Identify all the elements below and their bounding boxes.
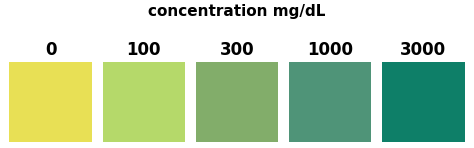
Text: 300: 300 xyxy=(219,41,255,59)
Text: 100: 100 xyxy=(127,41,161,59)
Bar xyxy=(102,62,185,142)
Text: 0: 0 xyxy=(45,41,56,59)
Bar xyxy=(289,62,372,142)
Bar xyxy=(9,62,92,142)
Text: 3000: 3000 xyxy=(400,41,446,59)
Bar xyxy=(382,62,465,142)
Bar xyxy=(196,62,278,142)
Text: 1000: 1000 xyxy=(307,41,353,59)
Text: concentration mg/dL: concentration mg/dL xyxy=(148,4,326,19)
